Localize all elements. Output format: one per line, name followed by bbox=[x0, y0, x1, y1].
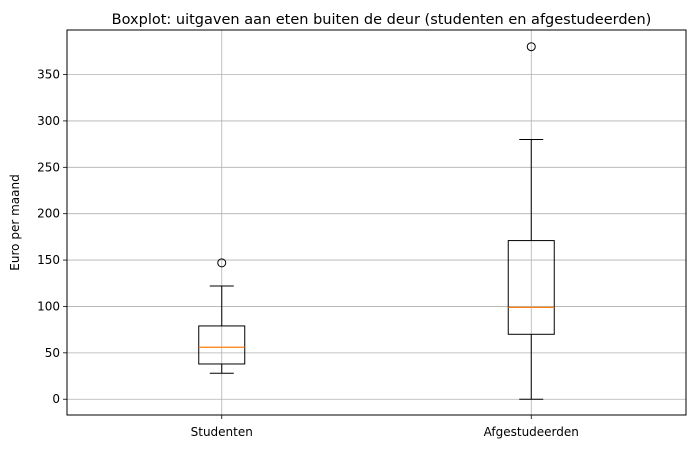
y-axis: 0 50 100 150 200 250 300 350 bbox=[37, 68, 67, 406]
iqr-box bbox=[198, 325, 246, 365]
y-tick-label: 300 bbox=[37, 114, 60, 128]
box-studenten bbox=[198, 258, 246, 374]
plot-frame bbox=[66, 29, 687, 416]
box-afgestudeerden bbox=[507, 42, 555, 400]
x-tick-label: Studenten bbox=[191, 425, 253, 439]
y-tick-label: 350 bbox=[37, 68, 60, 82]
outlier-point bbox=[526, 42, 536, 52]
y-axis-label: Euro per maand bbox=[8, 174, 22, 270]
outlier-point bbox=[217, 258, 227, 268]
boxes-layer bbox=[198, 42, 555, 400]
y-tick-label: 150 bbox=[37, 253, 60, 267]
y-tick-label: 100 bbox=[37, 299, 60, 313]
chart-title: Boxplot: uitgaven aan eten buiten de deu… bbox=[112, 12, 652, 28]
y-tick-label: 200 bbox=[37, 207, 60, 221]
x-tick-label: Afgestudeerden bbox=[484, 425, 579, 439]
iqr-box bbox=[507, 240, 555, 335]
y-tick-label: 50 bbox=[45, 346, 60, 360]
grid-lines bbox=[67, 30, 686, 415]
y-tick-label: 0 bbox=[52, 392, 60, 406]
x-axis: Studenten Afgestudeerden bbox=[191, 415, 579, 439]
y-tick-label: 250 bbox=[37, 160, 60, 174]
